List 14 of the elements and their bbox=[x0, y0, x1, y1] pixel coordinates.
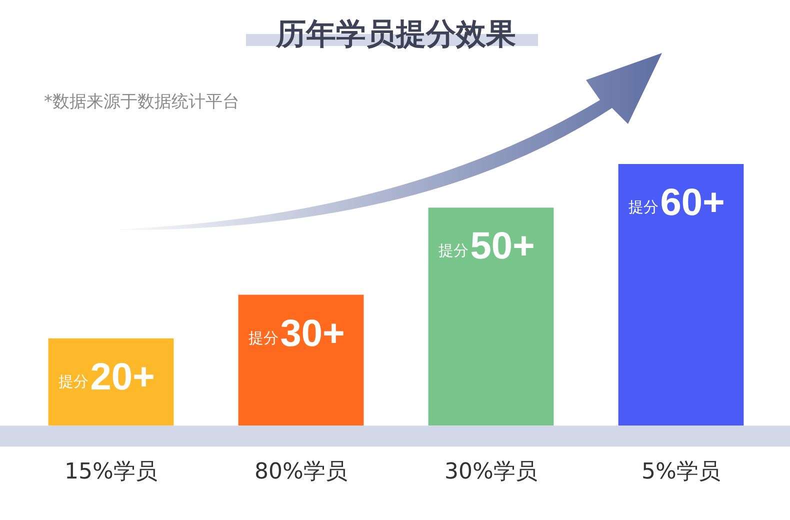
x-tick-label: 30%学员 bbox=[444, 460, 538, 485]
bar bbox=[618, 164, 744, 426]
data-label: 提分20+ bbox=[58, 356, 155, 398]
chart-title: 历年学员提分效果 bbox=[275, 16, 516, 52]
data-label: 提分30+ bbox=[248, 312, 345, 355]
text: *数据来源于数据统计平台 bbox=[44, 91, 240, 113]
x-tick-label: 15%学员 bbox=[64, 460, 158, 485]
bar bbox=[428, 208, 554, 426]
x-tick-label: 5%学员 bbox=[642, 460, 720, 485]
bar bbox=[238, 294, 364, 426]
data-label: 提分50+ bbox=[438, 226, 535, 268]
bar bbox=[48, 338, 174, 426]
x-tick-label: 80%学员 bbox=[254, 460, 348, 485]
data-label: 提分60+ bbox=[628, 182, 725, 224]
